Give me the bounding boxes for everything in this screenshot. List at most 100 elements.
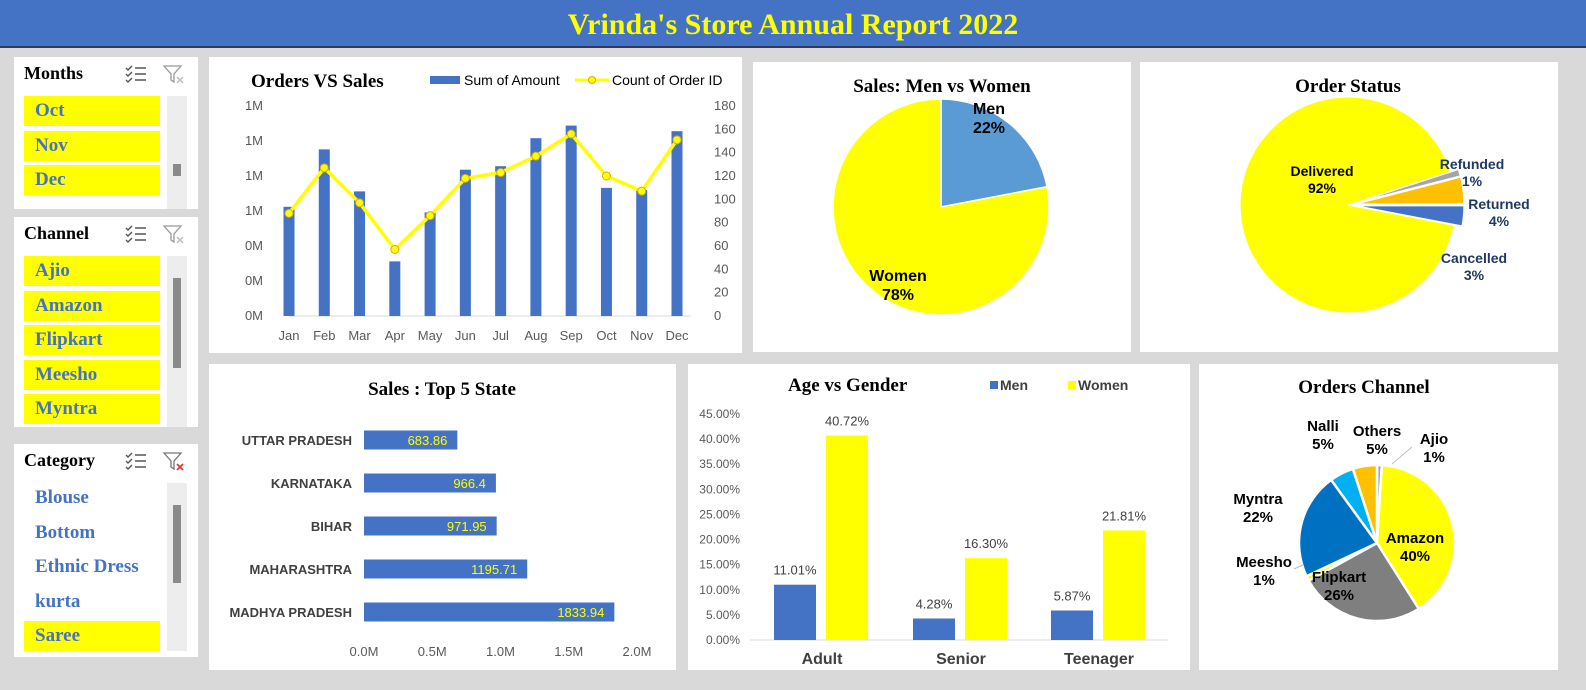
y-tick-label-right: 160	[714, 121, 736, 136]
pie-slice-cancelled	[1355, 205, 1465, 227]
slice-value: 78%	[882, 287, 914, 304]
slicer-item-flipkart[interactable]: Flipkart	[24, 325, 160, 355]
y-tick-label: 30.00%	[699, 482, 740, 496]
y-tick-label: MAHARASHTRA	[249, 562, 352, 577]
slicer-item-nov[interactable]: Nov	[24, 131, 160, 161]
data-label: 683.86	[408, 433, 448, 448]
chart-title: Orders Channel	[1298, 377, 1429, 398]
y-tick-label: 15.00%	[699, 558, 740, 572]
orders-channel-chart: Orders Channel Ajio1%Amazon40%Flipkart26…	[1233, 377, 1457, 623]
x-tick-label: Feb	[313, 328, 335, 343]
slice-label: Meesho	[1236, 554, 1292, 571]
legend-label: Women	[1078, 377, 1128, 393]
scrollbar-thumb[interactable]	[173, 505, 181, 583]
top5-state-chart: Sales : Top 5 State UTTAR PRADESH 683.86 K…	[229, 379, 652, 659]
bar-state	[364, 473, 496, 493]
category-slicer: Category Blouse Bottom Ethnic Dress kurt…	[14, 444, 198, 657]
slice-label: Women	[869, 268, 926, 285]
slice-label: Amazon	[1386, 530, 1444, 547]
order-status-panel: Order Status Refunded 1% Returned 4% Cancell…	[1140, 62, 1558, 352]
clear-filter-icon[interactable]	[162, 450, 186, 472]
slice-value: 22%	[1243, 509, 1273, 526]
y-tick-label-right: 140	[714, 145, 736, 160]
slicer-item-myntra[interactable]: Myntra	[24, 394, 160, 424]
slice-value: 5%	[1366, 441, 1388, 458]
bar-women	[1103, 530, 1145, 640]
bar-state	[364, 430, 458, 450]
bar-women	[965, 558, 1007, 640]
slicer-scrollbar[interactable]	[167, 483, 187, 651]
slice-label: Returned	[1468, 196, 1529, 212]
y-tick-label: 10.00%	[699, 583, 740, 597]
y-tick-label: UTTAR PRADESH	[242, 433, 352, 448]
y-tick-label-left: 0M	[245, 308, 263, 323]
slicer-item-oct[interactable]: Oct	[24, 96, 160, 126]
x-tick-label: 2.0M	[623, 644, 652, 659]
slice-value: 26%	[1324, 587, 1354, 604]
slicer-item-ethnic-dress[interactable]: Ethnic Dress	[35, 556, 139, 577]
slice-value: 4%	[1489, 213, 1510, 229]
legend-label: Men	[1000, 377, 1028, 393]
slice-label: Ajio	[1420, 431, 1448, 448]
slice-label: Delivered	[1290, 163, 1353, 179]
data-label: 966.4	[453, 476, 486, 491]
bar-men	[1051, 610, 1093, 640]
clear-filter-icon[interactable]	[162, 223, 186, 245]
sales-men-women-panel: Sales: Men vs Women Men 22% Women 78%	[753, 62, 1131, 352]
x-tick-label: Senior	[936, 651, 986, 668]
line-point	[496, 168, 506, 177]
slice-label: Nalli	[1307, 418, 1339, 435]
line-point	[284, 208, 294, 218]
slicer-item-kurta[interactable]: kurta	[35, 591, 81, 612]
slicer-item-amazon[interactable]: Amazon	[24, 291, 160, 321]
slicer-scrollbar[interactable]	[167, 96, 187, 209]
slicer-item-ajio[interactable]: Ajio	[24, 256, 160, 286]
line-point	[531, 151, 541, 161]
slicer-item-dec[interactable]: Dec	[24, 165, 160, 195]
bar-state	[364, 516, 497, 536]
scrollbar-thumb[interactable]	[173, 278, 181, 368]
y-tick-label: 20.00%	[699, 533, 740, 547]
slicer-item-meesho[interactable]: Meesho	[24, 360, 160, 390]
slicer-item-saree[interactable]: Saree	[24, 621, 160, 651]
x-tick-label: 0.0M	[350, 644, 379, 659]
bar-sum-of-amount	[459, 169, 471, 316]
y-tick-label-right: 80	[714, 215, 728, 230]
y-tick-label-left: 1M	[245, 133, 263, 148]
slice-value: 22%	[973, 120, 1005, 137]
months-slicer: Months Oct Nov Dec	[14, 57, 198, 209]
multi-select-icon[interactable]	[124, 63, 148, 85]
line-count-of-order-id	[287, 132, 679, 252]
y-tick-label-right: 60	[714, 238, 728, 253]
orders-vs-sales-chart: Orders VS Sales Sum of Amount Count of O…	[245, 71, 736, 343]
multi-select-icon[interactable]	[124, 450, 148, 472]
x-tick-label: Jun	[455, 328, 476, 343]
legend-swatch-marker	[588, 76, 596, 84]
y-tick-label-left: 0M	[245, 273, 263, 288]
bar-sum-of-amount	[530, 138, 542, 316]
slicer-scrollbar[interactable]	[167, 256, 187, 427]
y-tick-label-right: 20	[714, 285, 728, 300]
slicer-item-blouse[interactable]: Blouse	[35, 487, 89, 508]
leader-line	[1293, 564, 1304, 570]
slice-value: 1%	[1423, 449, 1445, 466]
bar-sum-of-amount	[389, 261, 401, 316]
pie-slice-others	[1351, 463, 1379, 544]
y-tick-label: 5.00%	[706, 608, 740, 622]
age-vs-gender-chart: Age vs Gender Men Women 0.00% 5.00% 10.00%…	[699, 375, 1168, 668]
slice-value: 92%	[1308, 180, 1337, 196]
line-point	[601, 171, 611, 181]
bar-sum-of-amount	[283, 206, 295, 316]
bar-sum-of-amount	[671, 131, 683, 316]
y-tick-label: MADHYA PRADESH	[229, 605, 352, 620]
bar-state	[364, 559, 528, 579]
scrollbar-thumb[interactable]	[173, 164, 181, 176]
multi-select-icon[interactable]	[124, 223, 148, 245]
clear-filter-icon[interactable]	[162, 63, 186, 85]
y-tick-label: 40.00%	[699, 432, 740, 446]
slicer-item-bottom[interactable]: Bottom	[35, 522, 96, 543]
chart-title: Order Status	[1295, 76, 1401, 97]
bar-men	[913, 618, 955, 640]
sales-men-women-chart: Sales: Men vs Women Men 22% Women 78%	[832, 76, 1050, 316]
